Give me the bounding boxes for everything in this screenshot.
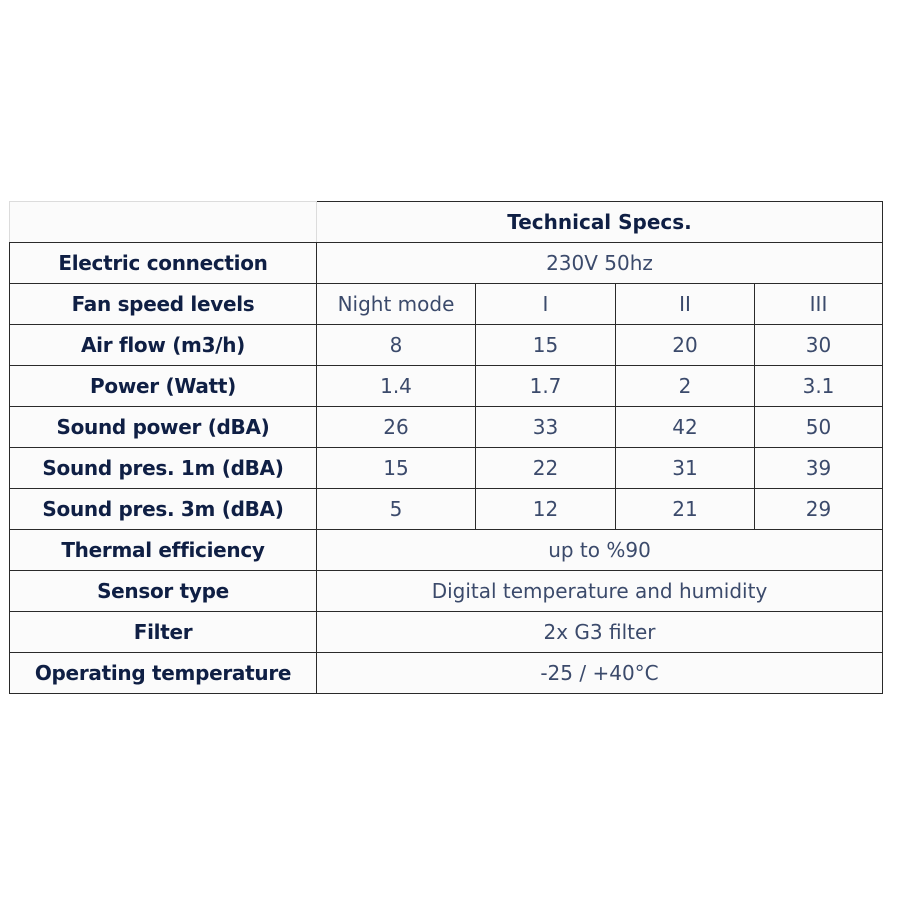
table-row: Sound power (dBA) 26 33 42 50 <box>9 406 883 448</box>
cell: 39 <box>754 447 883 489</box>
row-label: Electric connection <box>9 242 317 284</box>
table-title: Technical Specs. <box>316 201 883 243</box>
cell: 22 <box>475 447 616 489</box>
technical-specs-table: Technical Specs. Electric connection 230… <box>9 201 883 694</box>
table-row: Thermal efficiency up to %90 <box>9 529 883 571</box>
cell: III <box>754 283 883 325</box>
cell: 15 <box>316 447 476 489</box>
table-row: Sensor type Digital temperature and humi… <box>9 570 883 612</box>
table-row: Sound pres. 3m (dBA) 5 12 21 29 <box>9 488 883 530</box>
cell: 31 <box>615 447 755 489</box>
cell: 20 <box>615 324 755 366</box>
row-label: Thermal efficiency <box>9 529 317 571</box>
table-row: Filter 2x G3 filter <box>9 611 883 653</box>
row-label: Sensor type <box>9 570 317 612</box>
table-row: Electric connection 230V 50hz <box>9 242 883 284</box>
cell: 1.4 <box>316 365 476 407</box>
cell: 3.1 <box>754 365 883 407</box>
row-label: Operating temperature <box>9 652 317 694</box>
table-row: Fan speed levels Night mode I II III <box>9 283 883 325</box>
cell: 5 <box>316 488 476 530</box>
cell: 30 <box>754 324 883 366</box>
table-row: Air flow (m3/h) 8 15 20 30 <box>9 324 883 366</box>
row-label: Fan speed levels <box>9 283 317 325</box>
cell: 21 <box>615 488 755 530</box>
cell: 50 <box>754 406 883 448</box>
cell: I <box>475 283 616 325</box>
row-label: Sound power (dBA) <box>9 406 317 448</box>
row-label: Sound pres. 3m (dBA) <box>9 488 317 530</box>
row-value: Digital temperature and humidity <box>316 570 883 612</box>
row-value: -25 / +40°C <box>316 652 883 694</box>
table-row: Sound pres. 1m (dBA) 15 22 31 39 <box>9 447 883 489</box>
cell: 26 <box>316 406 476 448</box>
header-row: Technical Specs. <box>9 201 883 243</box>
cell: Night mode <box>316 283 476 325</box>
row-label: Sound pres. 1m (dBA) <box>9 447 317 489</box>
cell: 42 <box>615 406 755 448</box>
empty-corner-cell <box>9 201 317 243</box>
cell: 2 <box>615 365 755 407</box>
row-label: Air flow (m3/h) <box>9 324 317 366</box>
cell: 8 <box>316 324 476 366</box>
cell: 15 <box>475 324 616 366</box>
cell: 33 <box>475 406 616 448</box>
cell: 1.7 <box>475 365 616 407</box>
table-row: Power (Watt) 1.4 1.7 2 3.1 <box>9 365 883 407</box>
row-label: Power (Watt) <box>9 365 317 407</box>
row-value: 2x G3 filter <box>316 611 883 653</box>
row-value: 230V 50hz <box>316 242 883 284</box>
cell: 12 <box>475 488 616 530</box>
row-label: Filter <box>9 611 317 653</box>
row-value: up to %90 <box>316 529 883 571</box>
cell: II <box>615 283 755 325</box>
table-row: Operating temperature -25 / +40°C <box>9 652 883 694</box>
cell: 29 <box>754 488 883 530</box>
